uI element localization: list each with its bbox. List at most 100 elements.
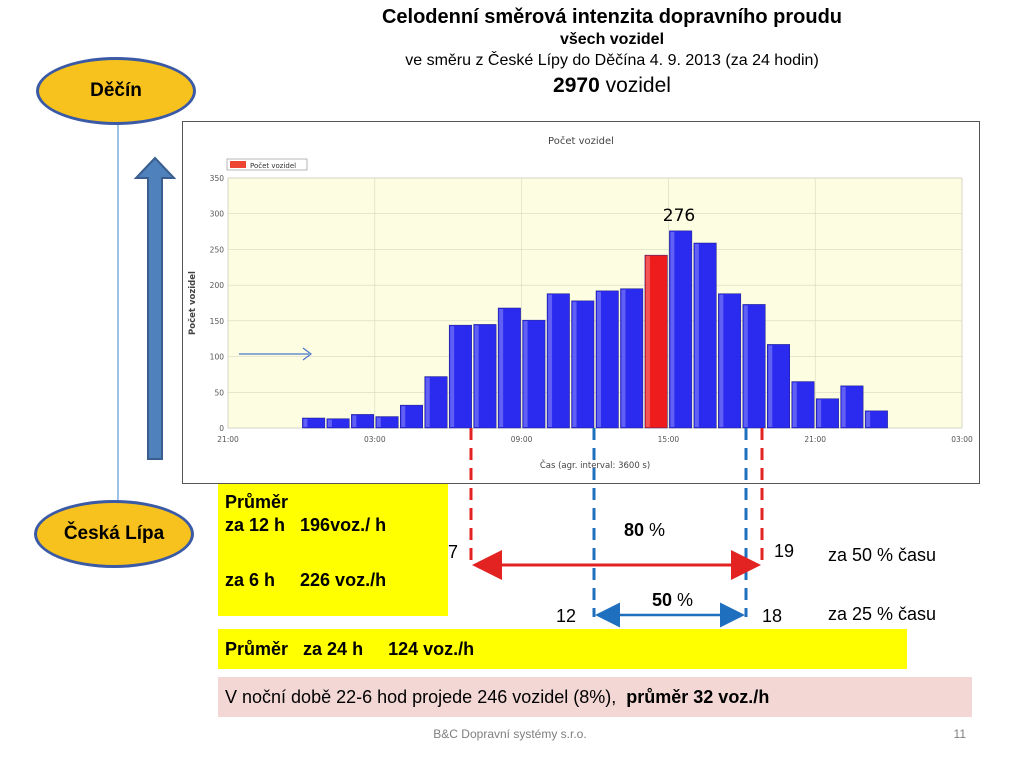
bar-shine	[670, 231, 675, 427]
bar-shine	[548, 294, 553, 427]
interval-50-start: 12	[556, 606, 577, 626]
bar	[497, 307, 521, 429]
x-tick-label: 03:00	[951, 435, 973, 444]
footer-company: B&C Dopravní systémy s.r.o.	[433, 727, 587, 741]
bar	[595, 290, 619, 429]
direction-date: ve směru z České Lípy do Děčína 4. 9. 20…	[405, 52, 819, 69]
place-decin: Děčín	[36, 57, 196, 125]
x-tick-label: 15:00	[658, 435, 680, 444]
total-vehicles: 2970 vozidel	[200, 72, 1024, 100]
average-6h: za 6 h 226 voz./h	[225, 570, 387, 590]
x-axis-label: Čas (agr. interval: 3600 s)	[540, 459, 650, 471]
y-tick-label: 100	[210, 353, 225, 362]
y-tick-label: 250	[210, 245, 225, 254]
bar-shine	[474, 325, 479, 427]
bar	[302, 417, 326, 429]
y-tick-label: 0	[219, 424, 224, 433]
interval-50-pct-sign: %	[672, 590, 694, 610]
interval-50-pct-value: 50	[652, 590, 673, 610]
plot-area	[227, 177, 963, 429]
bar-shine	[303, 419, 308, 427]
x-tick-label: 21:00	[804, 435, 826, 444]
interval-50-pct: 50 %	[652, 590, 693, 611]
bar	[424, 376, 448, 429]
interval-80-pct-sign: %	[644, 520, 666, 540]
bar-shine	[572, 301, 577, 427]
direction-graphic	[117, 100, 177, 510]
peak-value-label: 276	[663, 206, 695, 226]
chart-arrow-head-icon	[302, 347, 312, 361]
bar	[546, 293, 570, 429]
x-tick-label: 21:00	[217, 435, 239, 444]
bar	[791, 381, 815, 429]
bar-highlighted	[644, 254, 668, 429]
bar-shine	[866, 411, 871, 427]
average-box: Průměr za 12 h 196voz./ h za 6 h 226 voz…	[218, 484, 448, 616]
y-axis-label: Počet vozidel	[187, 271, 198, 335]
bar-shine	[425, 377, 430, 427]
bar	[620, 288, 644, 429]
page-number: 11	[953, 727, 966, 741]
bar-shine	[352, 415, 357, 427]
y-tick-label: 350	[210, 174, 225, 183]
page-subtitle: všech vozidel	[559, 31, 665, 48]
y-tick-labels: 0 50 100 150 200 250 300 350	[210, 174, 225, 433]
bars	[302, 230, 888, 429]
traffic-chart: Počet vozidel 0 50 100 150 200 250 300 350 21:0…	[187, 135, 973, 471]
chart-frame: Počet vozidel 0 50 100 150 200 250 300 350 21:0…	[182, 121, 980, 484]
bar	[571, 300, 595, 429]
bar	[448, 324, 472, 429]
bar	[522, 319, 546, 429]
total-unit: vozidel	[599, 74, 671, 97]
bar	[693, 242, 717, 429]
place-ceska-lipa-label: Česká Lípa	[63, 523, 165, 544]
night-info: V noční době 22-6 hod projede 246 vozide…	[225, 687, 769, 708]
average-24h-box: Průměr za 24 h 124 voz./h	[218, 629, 907, 669]
legend-swatch	[230, 161, 246, 168]
bar	[864, 410, 888, 429]
bar-shine	[768, 345, 773, 427]
interval-50-time-note: za 25 % času	[828, 604, 937, 624]
bar	[473, 324, 497, 429]
bar-shine	[401, 406, 406, 427]
bar	[718, 293, 742, 429]
chart-title: Počet vozidel	[548, 135, 614, 147]
interval-50-end: 18	[762, 606, 783, 626]
place-ceska-lipa: Česká Lípa	[34, 500, 194, 568]
total-value: 2970	[553, 74, 600, 97]
place-decin-label: Děčín	[90, 80, 142, 101]
gridlines	[227, 177, 963, 429]
legend-label: Počet vozidel	[250, 162, 296, 170]
legend-box	[226, 158, 308, 171]
bar-shine	[817, 399, 822, 427]
bar	[400, 404, 423, 429]
y-tick-label: 200	[210, 281, 225, 290]
direction-arrow-icon	[133, 156, 177, 460]
interval-80-end: 19	[774, 541, 795, 561]
bar-shine	[719, 294, 724, 427]
y-tick-label: 150	[210, 317, 225, 326]
bar	[351, 414, 375, 429]
bar	[742, 304, 766, 429]
bar-shine	[327, 419, 332, 427]
night-average: průměr 32 voz./h	[626, 687, 770, 707]
y-tick-label: 300	[210, 210, 225, 219]
bar-shine	[841, 386, 846, 427]
bar	[326, 418, 350, 429]
bar-shine	[523, 321, 528, 427]
bar	[840, 385, 864, 429]
bar-shine	[450, 326, 455, 427]
title-block: Celodenní směrová intenzita dopravního p…	[200, 4, 1024, 100]
interval-80-pct: 80 %	[624, 520, 665, 541]
bar-shine	[743, 305, 748, 427]
bar-shine	[792, 382, 797, 427]
bar	[815, 398, 839, 429]
bar-shine	[499, 309, 504, 427]
average-24h: Průměr za 24 h 124 voz./h	[225, 639, 475, 659]
average-heading: Průměr	[225, 492, 289, 512]
bar-shine	[376, 417, 381, 427]
average-12h: za 12 h 196voz./ h	[225, 515, 387, 535]
bar-shine	[645, 256, 650, 427]
x-tick-label: 09:00	[511, 435, 533, 444]
bar	[767, 344, 790, 429]
